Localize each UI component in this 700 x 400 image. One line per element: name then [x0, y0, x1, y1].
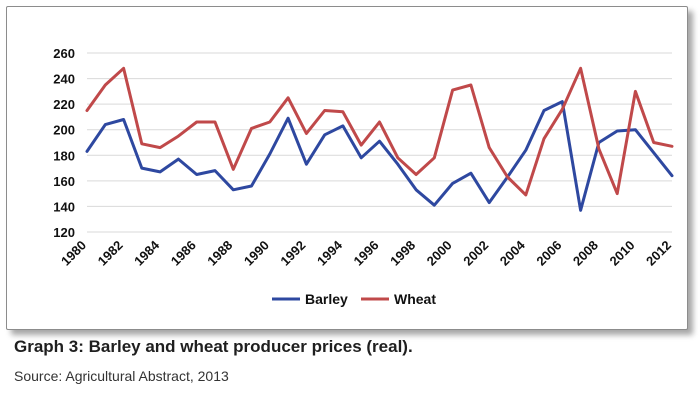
y-tick-label: 180 — [53, 148, 75, 163]
y-tick-label: 220 — [53, 97, 75, 112]
x-tick-label: 2000 — [424, 238, 455, 269]
x-tick-label: 2006 — [533, 238, 564, 269]
legend: Barley Wheat — [272, 291, 436, 307]
x-tick-label: 1990 — [241, 238, 272, 269]
x-tick-label: 1992 — [277, 238, 308, 269]
x-tick-label: 2004 — [497, 237, 529, 269]
x-tick-label: 1996 — [351, 238, 382, 269]
y-tick-label: 160 — [53, 174, 75, 189]
x-tick-label: 2010 — [607, 238, 638, 269]
x-tick-label: 2002 — [460, 238, 491, 269]
x-tick-label: 1980 — [58, 238, 89, 269]
y-tick-label: 260 — [53, 46, 75, 61]
x-tick-label: 1994 — [314, 237, 346, 269]
x-tick-label: 2008 — [570, 238, 601, 269]
x-tick-label: 2012 — [643, 238, 674, 269]
series-lines — [85, 66, 674, 212]
x-tick-label: 1988 — [204, 238, 235, 269]
y-tick-label: 120 — [53, 225, 75, 240]
x-tick-label: 1998 — [387, 238, 418, 269]
series-line-barley — [85, 100, 674, 212]
legend-label-barley: Barley — [305, 291, 348, 307]
figure-caption: Graph 3: Barley and wheat producer price… — [14, 337, 413, 356]
y-tick-label: 200 — [53, 123, 75, 138]
figure-source: Source: Agricultural Abstract, 2013 — [14, 368, 229, 384]
y-tick-label: 140 — [53, 199, 75, 214]
y-tick-label: 240 — [53, 72, 75, 87]
x-axis-ticks: 1980 1982 1984 1986 1988 1990 1992 1994 1996 1998… — [58, 237, 674, 269]
y-axis-ticks: 120 140 160 180 200 220 240 260 — [53, 46, 75, 240]
series-line-wheat — [85, 66, 674, 197]
x-tick-label: 1984 — [131, 237, 163, 269]
x-tick-label: 1982 — [95, 238, 126, 269]
chart-panel: 120 140 160 180 200 220 240 260 1980 1982 1984 198… — [6, 6, 688, 330]
legend-label-wheat: Wheat — [394, 291, 436, 307]
x-tick-label: 1986 — [168, 238, 199, 269]
